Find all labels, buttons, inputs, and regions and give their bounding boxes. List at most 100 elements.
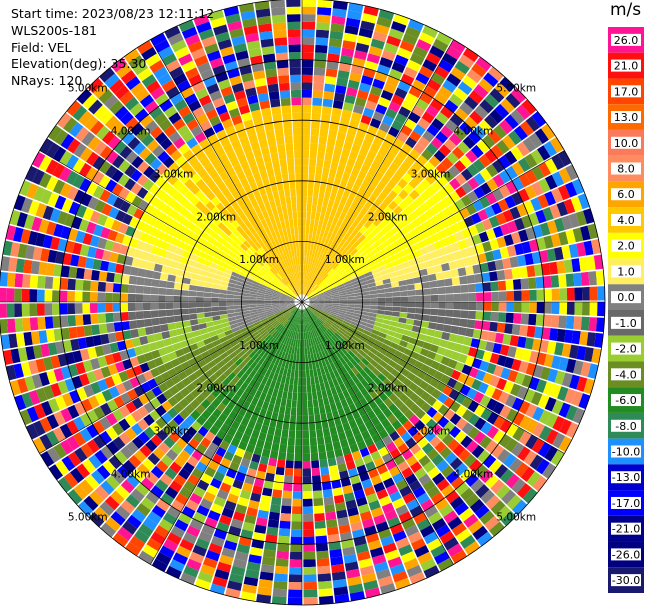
- radar-gate: [390, 225, 400, 235]
- radar-gate: [332, 234, 340, 243]
- radar-gate: [188, 302, 197, 308]
- radar-gate: [344, 94, 356, 105]
- radar-gate: [312, 275, 318, 283]
- radar-gate: [535, 379, 547, 394]
- radar-gate: [364, 420, 374, 430]
- radar-gate: [506, 245, 517, 257]
- radar-gate: [511, 397, 524, 411]
- radar-gate: [377, 372, 387, 382]
- radar-gate: [287, 437, 295, 446]
- radar-gate: [321, 324, 328, 332]
- colorbar-tick-label: 17.0: [614, 85, 639, 98]
- radar-gate: [307, 188, 314, 197]
- radar-gate: [44, 303, 53, 316]
- radar-gate: [399, 40, 415, 53]
- radar-gate: [105, 292, 113, 302]
- radar-gate: [462, 47, 479, 63]
- radar-gate: [300, 332, 302, 340]
- radar-gate: [511, 478, 526, 494]
- radar-gate: [593, 254, 604, 270]
- radar-gate: [264, 369, 272, 379]
- radar-gate: [357, 339, 366, 347]
- radar-gate: [196, 479, 210, 491]
- radar-gate: [496, 322, 506, 333]
- radar-gate: [359, 447, 370, 458]
- radar-gate: [362, 107, 375, 118]
- radar-gate: [506, 302, 515, 312]
- radar-gate: [500, 510, 517, 527]
- radar-gate: [419, 348, 430, 357]
- radar-gate: [240, 381, 249, 391]
- radar-gate: [324, 75, 337, 85]
- radar-gate: [280, 351, 286, 360]
- radar-gate: [409, 189, 420, 201]
- radar-gate: [298, 377, 302, 386]
- radar-gate: [402, 420, 414, 431]
- radar-gate: [286, 368, 292, 377]
- radar-gate: [332, 322, 341, 329]
- radar-gate: [222, 355, 232, 364]
- radar-gate: [475, 221, 486, 234]
- radar-gate: [44, 316, 54, 329]
- radar-gate: [361, 332, 370, 340]
- radar-gate: [229, 363, 238, 372]
- radar-gate: [363, 403, 373, 414]
- radar-gate: [279, 326, 286, 334]
- radar-gate: [325, 206, 332, 216]
- radar-gate: [312, 399, 319, 408]
- radar-gate: [348, 403, 358, 413]
- radar-gate: [580, 361, 591, 377]
- radar-gate: [337, 408, 346, 418]
- radar-gate: [417, 551, 433, 565]
- radar-gate: [313, 497, 324, 507]
- radar-gate: [447, 543, 463, 558]
- radar-gate: [405, 437, 417, 449]
- radar-gate: [323, 294, 332, 298]
- radar-gate: [324, 83, 336, 93]
- radar-gate: [354, 304, 363, 309]
- radar-gate: [294, 233, 299, 242]
- radar-gate: [478, 78, 494, 93]
- radar-gate: [459, 121, 473, 136]
- radar-gate: [401, 99, 415, 112]
- radar-gate: [535, 458, 550, 475]
- radar-gate: [120, 293, 128, 302]
- radar-gate: [534, 326, 544, 339]
- radar-gate: [557, 150, 572, 167]
- radar-gate: [574, 302, 583, 316]
- radar-gate: [349, 259, 357, 267]
- radar-gate: [215, 446, 227, 458]
- radar-gate: [460, 534, 476, 549]
- radar-gate: [419, 201, 431, 213]
- radar-gate: [338, 290, 347, 294]
- radar-gate: [336, 77, 349, 87]
- radar-gate: [448, 93, 464, 107]
- radar-gate: [420, 320, 430, 329]
- radar-gate: [324, 321, 332, 328]
- radar-gate: [328, 465, 339, 474]
- radar-gate: [450, 268, 459, 278]
- radar-gate: [392, 296, 401, 302]
- radar-gate: [399, 161, 411, 172]
- radar-gate: [277, 543, 290, 552]
- radar-gate: [312, 475, 322, 484]
- radar-gate: [303, 589, 318, 598]
- radar-gate: [250, 412, 259, 423]
- radar-gate: [438, 294, 446, 302]
- radar-gate: [405, 278, 415, 285]
- radar-gate: [269, 450, 279, 460]
- radar-gate: [392, 306, 401, 312]
- radar-gate: [331, 217, 339, 226]
- radar-gate: [370, 416, 381, 427]
- radar-gate: [390, 368, 401, 378]
- radar-gate: [458, 54, 475, 69]
- radar-gate: [317, 444, 326, 453]
- radar-gate: [294, 165, 302, 174]
- radar-gate: [307, 291, 314, 297]
- radar-gate: [302, 377, 307, 386]
- radar-gate: [366, 492, 379, 504]
- radar-gate: [202, 420, 213, 431]
- radar-gate: [302, 385, 307, 393]
- radar-gate: [372, 78, 386, 90]
- radar-gate: [421, 442, 434, 455]
